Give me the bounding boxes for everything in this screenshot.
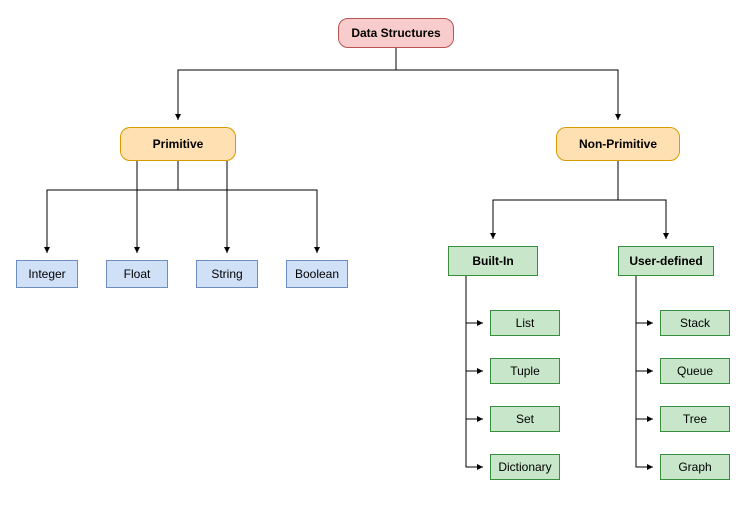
node-userdefined: User-defined (618, 246, 714, 276)
node-tree: Tree (660, 406, 730, 432)
node-builtin: Built-In (448, 246, 538, 276)
node-primitive: Primitive (120, 127, 236, 161)
node-string: String (196, 260, 258, 288)
node-nonprimitive: Non-Primitive (556, 127, 680, 161)
node-boolean: Boolean (286, 260, 348, 288)
node-set: Set (490, 406, 560, 432)
node-stack: Stack (660, 310, 730, 336)
node-graph: Graph (660, 454, 730, 480)
node-list: List (490, 310, 560, 336)
node-queue: Queue (660, 358, 730, 384)
node-integer: Integer (16, 260, 78, 288)
node-tuple: Tuple (490, 358, 560, 384)
node-root: Data Structures (338, 18, 454, 48)
node-float: Float (106, 260, 168, 288)
node-dictionary: Dictionary (490, 454, 560, 480)
